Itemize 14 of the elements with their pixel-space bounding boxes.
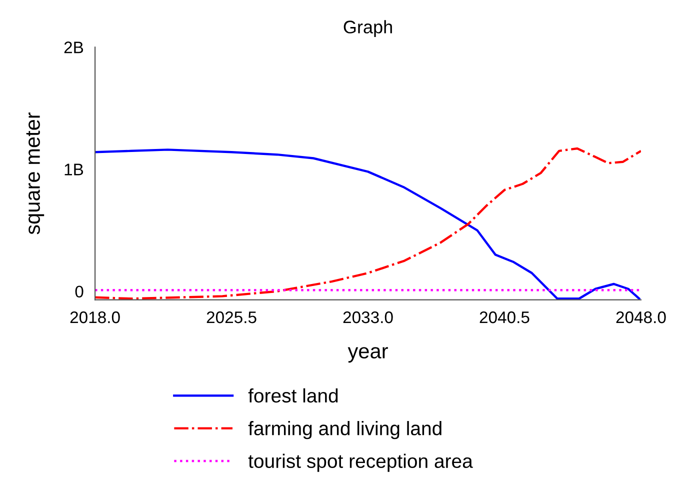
chart-title: Graph xyxy=(344,20,392,37)
y-tick-label: 1B xyxy=(64,164,84,176)
x-tick-label: 2033.0 xyxy=(343,311,393,324)
legend-label: farming and living land xyxy=(248,421,442,440)
x-tick-label: 2018.0 xyxy=(70,311,120,324)
legend-label: forest land xyxy=(248,388,338,403)
x-tick-label: 2040.5 xyxy=(480,311,530,324)
y-tick-label: 2B xyxy=(64,42,84,54)
x-axis-title: year xyxy=(348,347,388,363)
x-tick-label: 2025.5 xyxy=(206,311,256,324)
y-tick-label: 0 xyxy=(75,286,84,298)
x-tick-label: 2048.0 xyxy=(616,311,666,324)
y-axis-title: square meter xyxy=(26,112,44,234)
legend-label: tourist spot reception area xyxy=(248,454,473,472)
